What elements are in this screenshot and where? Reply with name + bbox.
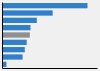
category-axis [2,3,4,69]
bar [2,25,31,30]
bar [2,3,88,8]
category-axis-line [2,3,3,69]
bars [2,3,88,67]
bar [2,54,23,59]
value-axis [3,68,98,69]
bar [2,10,53,15]
plot-area [2,3,98,69]
chart [0,0,100,71]
bar [2,47,25,52]
bar [2,32,30,37]
value-axis-line [3,68,98,69]
bar [2,18,37,23]
bar [2,40,27,45]
